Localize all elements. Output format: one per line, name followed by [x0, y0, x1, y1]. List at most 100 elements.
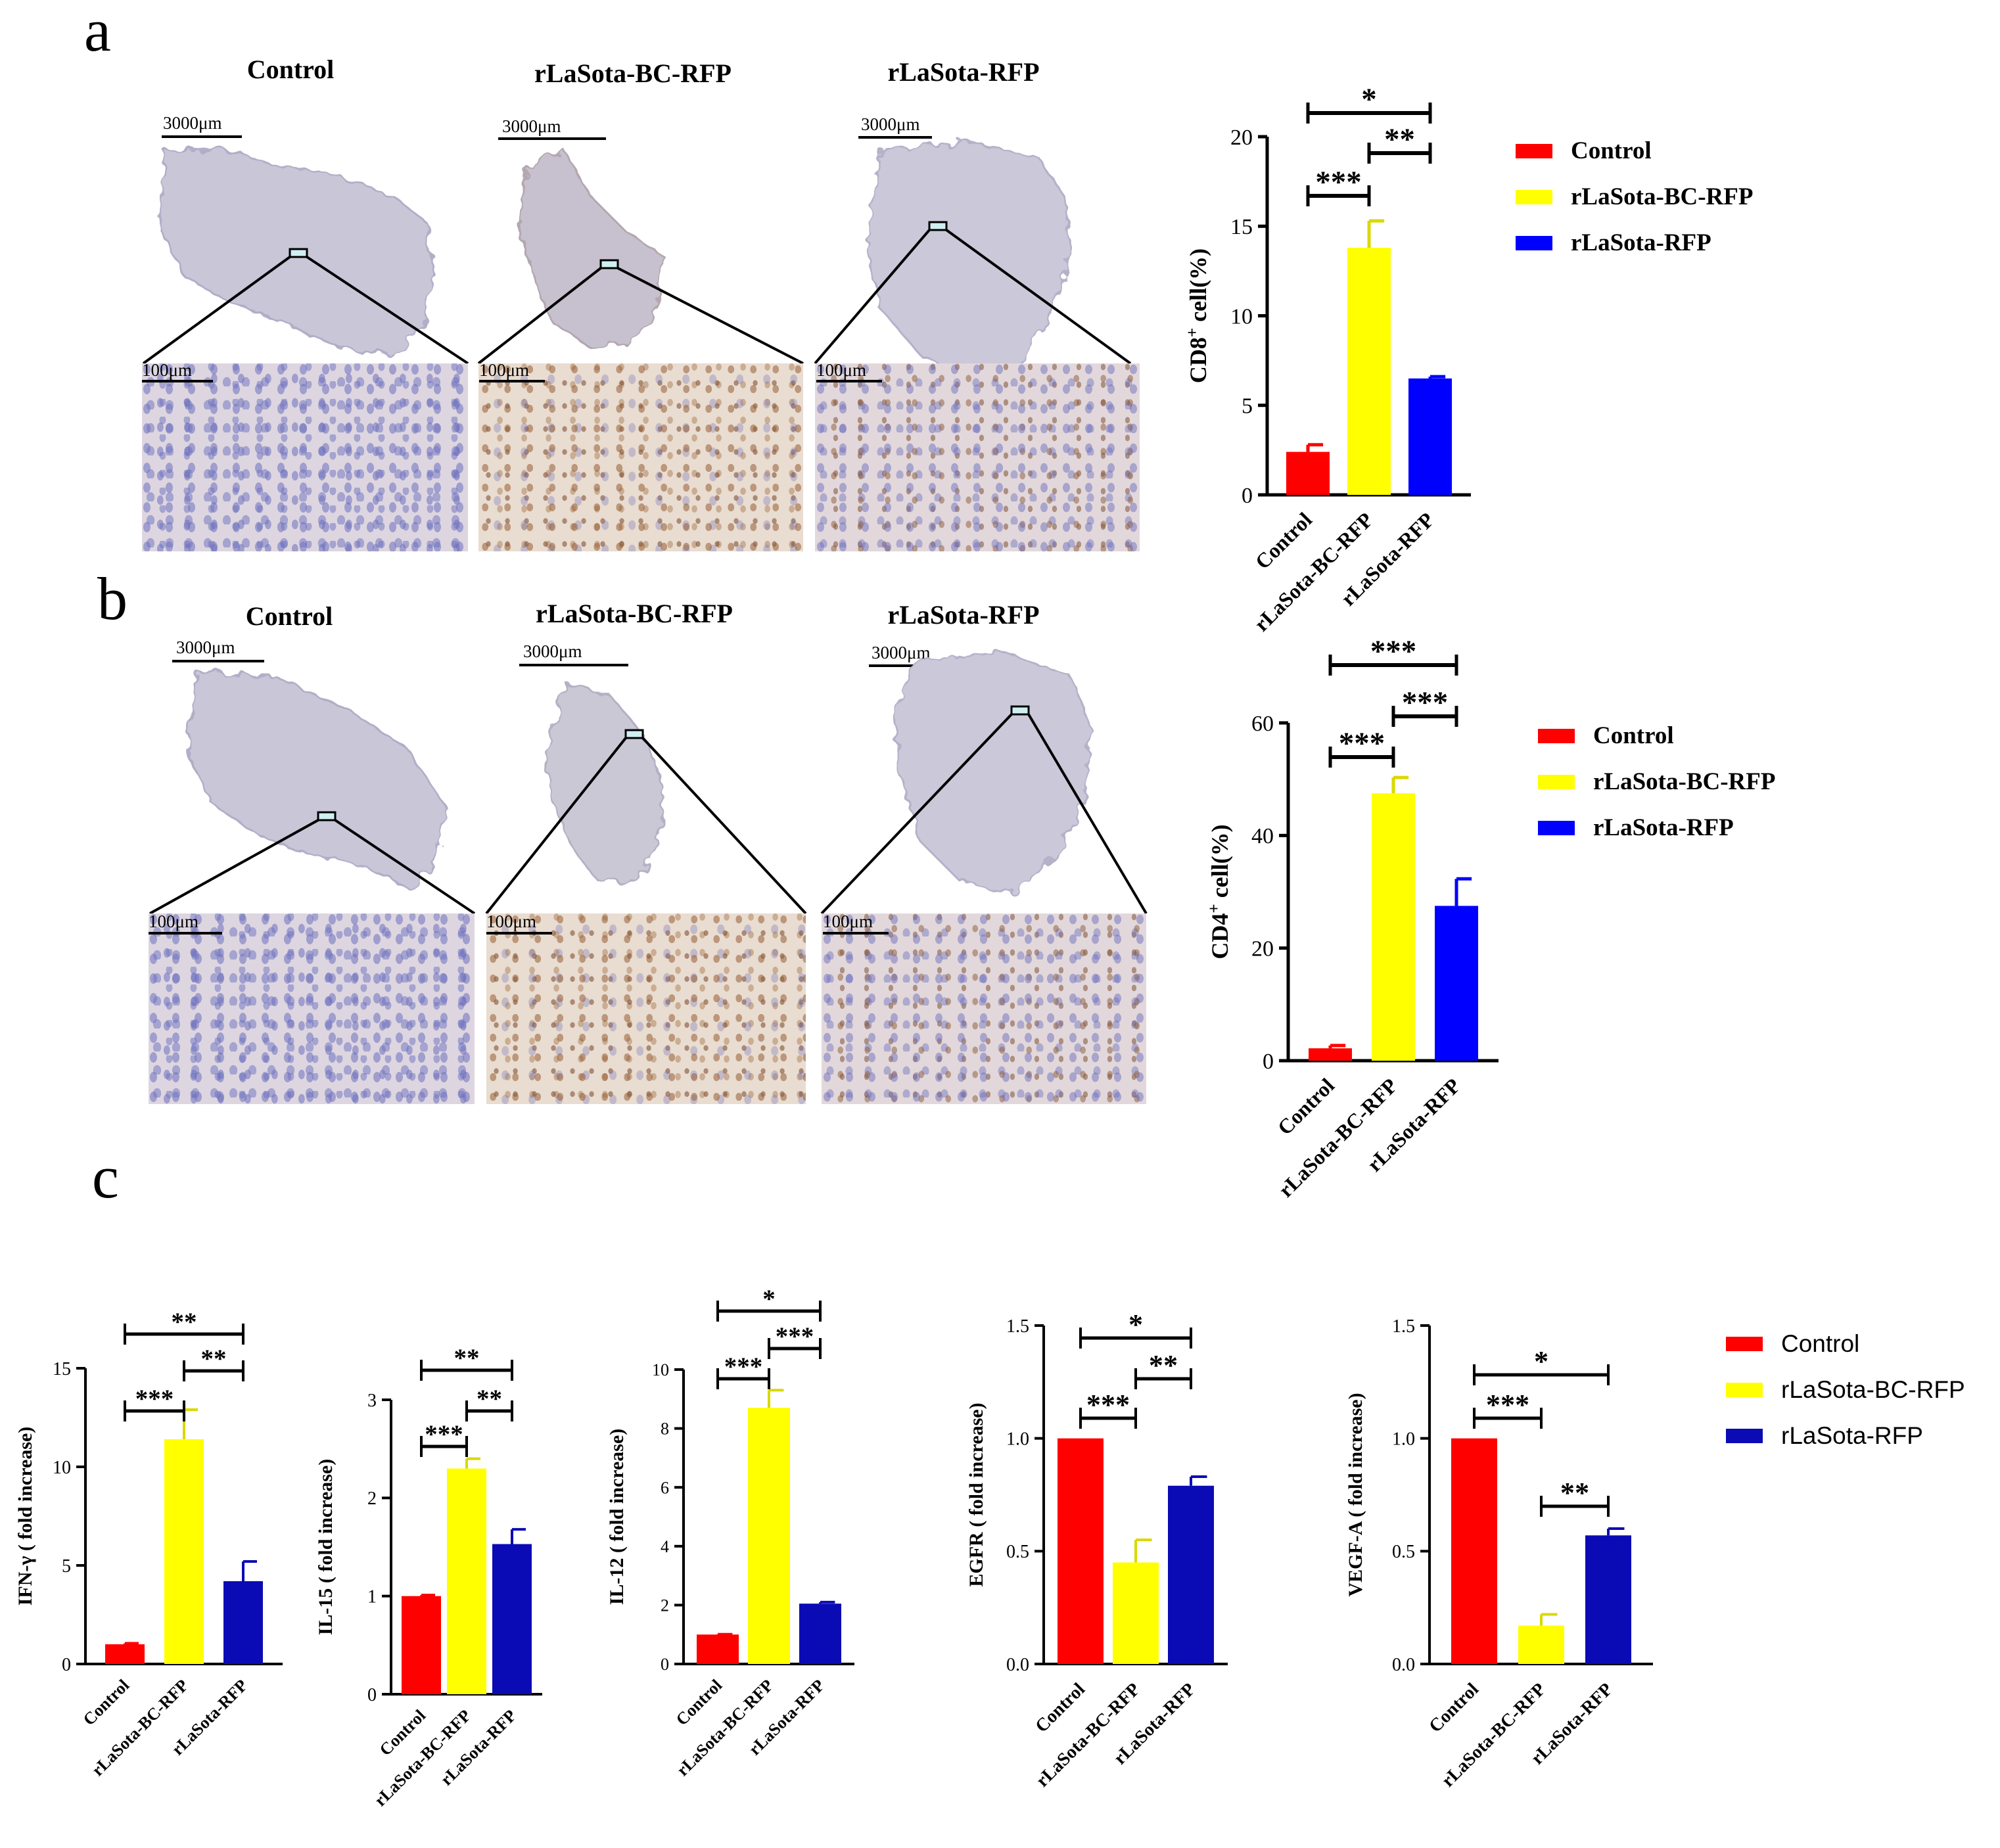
scalebar-a6	[816, 380, 882, 382]
zoom-box-b1	[317, 811, 337, 821]
zoom-box-a2	[599, 259, 619, 269]
y-axis-label-post-cd8: cell(%)	[1185, 248, 1211, 328]
legend-c-label-0: Control	[1781, 1330, 1860, 1357]
zoom-box-a3	[928, 221, 948, 231]
bar-il12-2	[799, 1604, 841, 1664]
category-label-vegfa-0: Control	[1425, 1679, 1483, 1737]
sig-label-cd8-2: ***	[1315, 165, 1361, 199]
y-tick-label-il15: 0	[367, 1685, 377, 1705]
scalebar-b6	[823, 932, 889, 935]
sig-label-cd8-0: *	[1361, 82, 1376, 116]
bar-ifn-1	[164, 1439, 204, 1664]
y-axis-label-vegfa: VEGF-A ( fold increase)	[1345, 1393, 1366, 1596]
y-axis-label-ifn: IFN-γ ( fold increase)	[14, 1427, 36, 1606]
tissue-b-rfp	[893, 649, 1092, 895]
sig-label-vegfa-0: *	[1534, 1345, 1548, 1377]
y-axis-label-cd8: CD8+ cell(%)	[1184, 248, 1212, 383]
y-tick-label-cd8: 0	[1242, 484, 1253, 508]
sig-label-il15-0: **	[454, 1344, 480, 1372]
bar-cd4-0	[1309, 1048, 1352, 1061]
scalebar-a2	[498, 137, 606, 140]
scalebar-a5	[479, 380, 545, 382]
sig-label-cd4-2: ***	[1339, 726, 1385, 760]
sig-label-ifn-2: ***	[135, 1385, 174, 1413]
scalebar-a5-label: 100μm	[479, 360, 529, 380]
y-axis-label-il12: IL-12 ( fold increase)	[606, 1429, 628, 1605]
sig-label-vegfa-2: **	[1560, 1477, 1589, 1509]
sig-label-cd4-0: ***	[1370, 634, 1416, 668]
micrograph-a-control	[142, 363, 468, 551]
legend-a-swatch-2	[1516, 236, 1552, 250]
scalebar-a2-label: 3000μm	[502, 116, 561, 136]
scalebar-b2-label: 3000μm	[523, 641, 582, 661]
legend-b: Control rLaSota-BC-RFP rLaSota-RFP	[1538, 720, 1814, 841]
scalebar-a4-label: 100μm	[142, 360, 192, 380]
micrograph-b-bc	[486, 913, 806, 1104]
y-tick-label-cd8: 20	[1230, 126, 1253, 150]
y-tick-label-il15: 2	[367, 1489, 377, 1509]
y-tick-label-ifn: 5	[62, 1556, 71, 1577]
y-tick-label-egfr: 1.5	[1006, 1316, 1029, 1337]
y-tick-label-vegfa: 0.5	[1392, 1542, 1415, 1562]
image-title-a-control: Control	[246, 55, 335, 84]
y-tick-label-il12: 0	[661, 1655, 669, 1674]
zoom-box-a1	[289, 248, 308, 258]
scalebar-a3	[858, 136, 932, 139]
bar-il12-1	[748, 1408, 790, 1664]
y-tick-label-il12: 4	[661, 1537, 669, 1556]
y-tick-label-ifn: 15	[53, 1359, 71, 1379]
bar-il15-1	[447, 1468, 486, 1694]
y-tick-label-cd4: 0	[1263, 1050, 1274, 1074]
bar-egfr-0	[1058, 1438, 1104, 1664]
sig-label-il12-0: *	[762, 1285, 776, 1313]
tissue-a-bc	[518, 150, 665, 350]
bar-ifn-0	[105, 1644, 145, 1664]
y-tick-label-il12: 10	[652, 1360, 669, 1379]
image-title-b-bc-rfp: rLaSota-BC-RFP	[536, 599, 733, 628]
scalebar-b3-label: 3000μm	[872, 643, 931, 662]
scalebar-b5-label: 100μm	[486, 912, 536, 931]
scalebar-b4	[149, 932, 222, 935]
bar-cd8-2	[1408, 378, 1452, 495]
bar-cd4-1	[1372, 793, 1415, 1061]
y-tick-label-cd8: 15	[1230, 215, 1253, 239]
bar-vegfa-2	[1585, 1535, 1631, 1664]
zoom-box-b3	[1010, 705, 1030, 716]
image-title-b-control: Control	[245, 601, 333, 631]
legend-c-label-2: rLaSota-RFP	[1781, 1422, 1923, 1449]
scalebar-b1	[172, 660, 264, 662]
micrograph-b-rfp	[822, 913, 1146, 1104]
image-title-a-bc-rfp: rLaSota-BC-RFP	[534, 58, 732, 88]
y-tick-label-il15: 3	[367, 1391, 377, 1411]
legend-b-label-2: rLaSota-RFP	[1593, 814, 1734, 841]
sig-label-il12-1: ***	[776, 1322, 814, 1351]
y-axis-label-post-cd4: cell(%)	[1207, 824, 1233, 904]
y-tick-label-vegfa: 1.5	[1392, 1316, 1415, 1337]
sig-label-ifn-0: **	[172, 1308, 197, 1336]
sig-label-il12-2: ***	[724, 1352, 763, 1381]
y-axis-label-egfr: EGFR ( fold increase)	[965, 1402, 987, 1586]
legend-c-swatch-1	[1726, 1383, 1763, 1397]
panel-letter-b: b	[97, 565, 128, 632]
legend-c-swatch-0	[1726, 1337, 1763, 1351]
scalebar-b3	[869, 664, 944, 667]
scalebar-a4	[142, 380, 213, 382]
scalebar-b6-label: 100μm	[823, 912, 873, 931]
scalebar-b2	[519, 664, 628, 666]
y-axis-label-sup-cd8: +	[1184, 328, 1201, 337]
bar-cd4-2	[1435, 906, 1478, 1061]
y-tick-label-ifn: 10	[53, 1458, 71, 1478]
micrograph-a-rfp	[815, 363, 1140, 551]
y-tick-label-egfr: 0.0	[1006, 1655, 1029, 1675]
y-tick-label-ifn: 0	[62, 1655, 71, 1675]
scalebar-b5	[486, 932, 552, 935]
bar-il12-0	[697, 1634, 739, 1664]
y-tick-label-cd4: 40	[1251, 824, 1274, 848]
bar-cd8-0	[1286, 451, 1330, 495]
legend-a-swatch-0	[1516, 144, 1552, 158]
legend-a-swatch-1	[1516, 190, 1552, 204]
y-tick-label-il15: 1	[367, 1586, 377, 1607]
sig-label-egfr-0: *	[1128, 1308, 1143, 1341]
legend-c-swatch-2	[1726, 1429, 1763, 1443]
